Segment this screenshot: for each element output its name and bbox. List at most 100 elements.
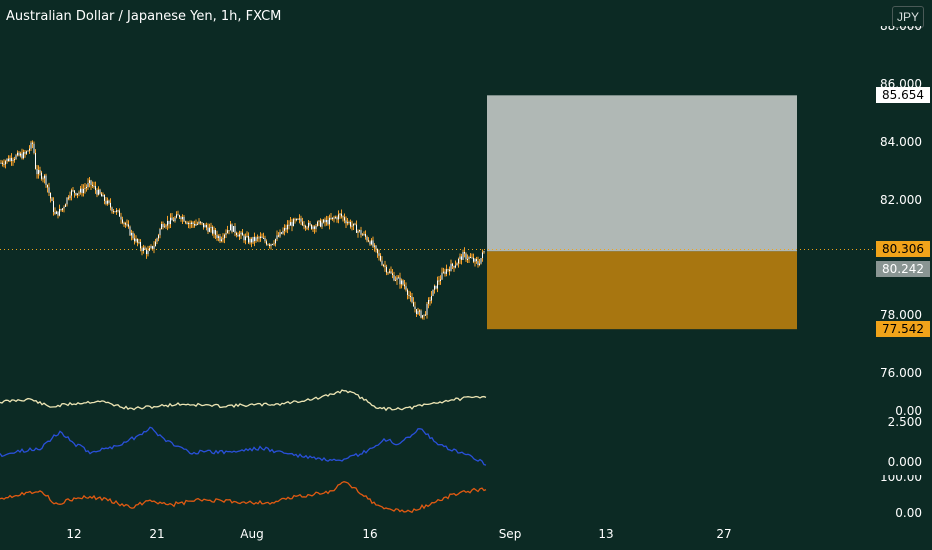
time-tick: Aug: [240, 527, 264, 541]
candle-body: [23, 152, 24, 159]
candle-body: [218, 236, 219, 238]
candle-body: [5, 161, 6, 165]
candle-body: [423, 314, 425, 316]
candle-body: [476, 258, 477, 262]
candle-body: [197, 223, 198, 225]
candle-body: [317, 221, 318, 226]
indicator-tick: 100.00: [880, 470, 922, 484]
candle-body: [0, 162, 2, 164]
candle-body: [383, 264, 384, 266]
candle-body: [362, 234, 363, 236]
candle-body: [14, 159, 15, 161]
candle-body: [447, 269, 449, 271]
candle-body: [434, 285, 435, 290]
candle-body: [414, 306, 416, 310]
candle-body: [428, 300, 429, 304]
candle-body: [254, 236, 255, 242]
candle-body: [422, 315, 423, 318]
candle-body: [276, 235, 278, 240]
candle-body: [207, 227, 209, 232]
candle-body: [12, 159, 14, 161]
entry-price-tag[interactable]: 80.242: [876, 260, 930, 277]
candle-body: [452, 263, 453, 266]
candle-body: [107, 200, 108, 204]
candle-body: [405, 286, 407, 290]
candle-body: [117, 210, 119, 212]
candle-body: [378, 253, 380, 256]
last-price-tag: 80.306: [876, 241, 930, 258]
candle-body: [167, 220, 168, 226]
price-tick: 78.000: [880, 308, 922, 322]
candle-body: [159, 228, 161, 236]
indicator-tick: 2.500: [887, 415, 922, 429]
candle-body: [200, 221, 201, 223]
candle-body: [408, 294, 410, 296]
candle-body: [102, 195, 104, 197]
candle-body: [9, 157, 11, 162]
candle-body: [419, 310, 420, 312]
candle-body: [410, 295, 411, 297]
candle-body: [291, 222, 293, 227]
candle-body: [50, 192, 51, 199]
candle-body: [269, 244, 270, 247]
candle-body: [56, 211, 57, 214]
candle-body: [33, 143, 35, 153]
candle-body: [323, 219, 324, 223]
candle-body: [282, 230, 284, 234]
candle-body: [39, 170, 41, 173]
candle-body: [152, 246, 153, 249]
candle-body: [42, 178, 44, 180]
candle-body: [156, 238, 158, 242]
candle-body: [171, 217, 173, 221]
candle-body: [30, 142, 32, 149]
candle-body: [150, 246, 152, 249]
candle-body: [236, 232, 237, 235]
stop-price-tag[interactable]: 77.542: [876, 321, 930, 338]
candle-body: [194, 223, 195, 226]
candle-body: [257, 237, 258, 239]
candle-body: [233, 226, 234, 232]
candle-body: [183, 217, 185, 222]
indicator-tick: 0.00: [895, 506, 922, 520]
candle-body: [123, 222, 125, 224]
candle-body: [222, 238, 224, 240]
candle-body: [380, 255, 381, 261]
candle-body: [26, 151, 27, 154]
candle-body: [135, 238, 137, 242]
candle-body: [366, 236, 368, 241]
candle-body: [440, 279, 441, 282]
candle-body: [437, 280, 438, 289]
candle-body: [81, 188, 83, 194]
candle-body: [165, 225, 167, 227]
candle-body: [161, 224, 162, 229]
candle-body: [131, 232, 132, 236]
candle-body: [68, 197, 69, 199]
candle-body: [296, 218, 297, 221]
time-tick: Sep: [498, 527, 522, 541]
candle-body: [465, 253, 467, 260]
candle-body: [53, 200, 54, 212]
candle-body: [227, 230, 228, 234]
stop-zone[interactable]: [487, 251, 797, 330]
candle-body: [416, 309, 417, 315]
candle-body: [335, 217, 336, 219]
currency-jpy-button[interactable]: JPY: [892, 6, 924, 28]
candle-body: [134, 238, 135, 242]
target-price-tag[interactable]: 85.654: [876, 87, 930, 104]
candle-body: [321, 222, 323, 227]
candle-body: [47, 184, 48, 188]
candle-body: [185, 221, 186, 223]
candle-body: [312, 226, 314, 229]
candle-body: [477, 261, 479, 266]
indicator-line-3: [0, 481, 487, 514]
candle-body: [162, 224, 164, 228]
candle-body: [65, 204, 66, 207]
candle-body: [483, 251, 485, 253]
candle-body: [35, 152, 36, 169]
candle-body: [420, 310, 422, 318]
candle-body: [177, 214, 179, 216]
target-zone[interactable]: [487, 95, 797, 252]
candle-body: [275, 239, 276, 244]
candle-body: [300, 218, 302, 222]
